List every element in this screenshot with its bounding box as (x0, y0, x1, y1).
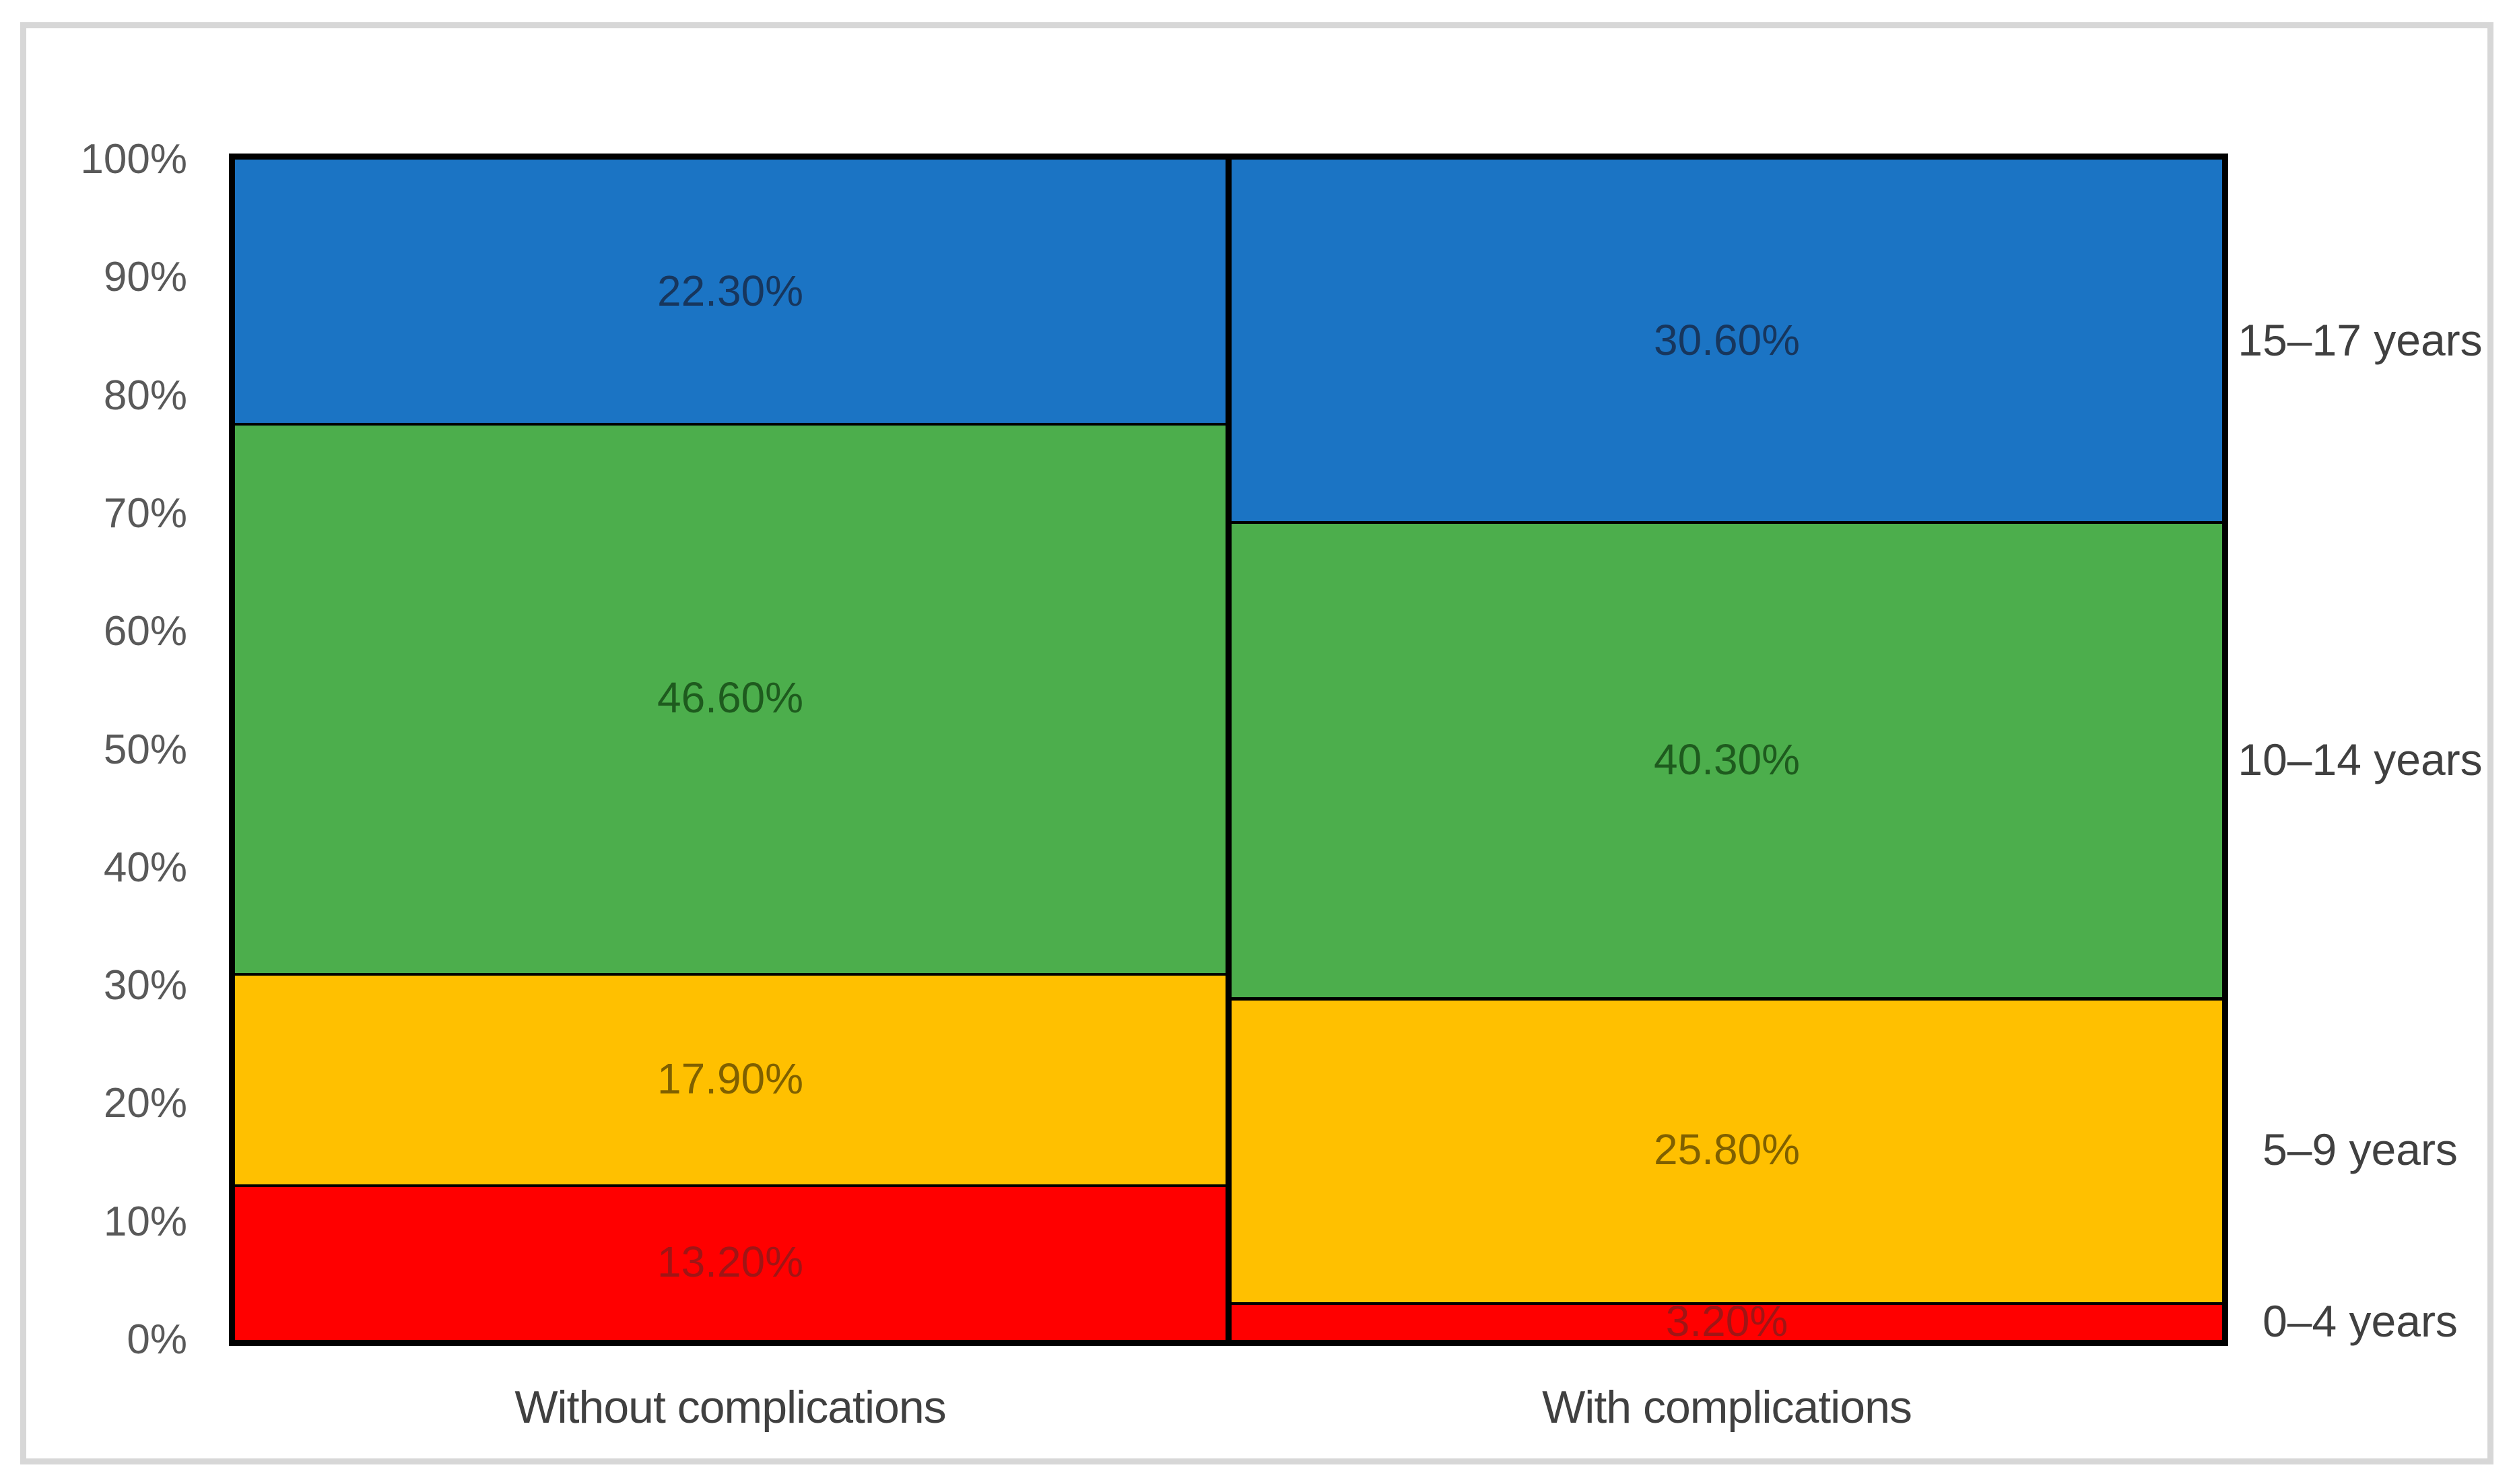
bar-column-inner (1232, 160, 2222, 1340)
category-label: Without complications (514, 1382, 946, 1433)
y-axis-tick-label: 100% (80, 136, 187, 182)
bar-column (1226, 154, 2228, 1346)
y-axis-tick-label: 70% (103, 490, 187, 537)
data-label: 22.30% (657, 267, 804, 316)
data-label: 3.20% (1665, 1296, 1788, 1345)
bar-segment (235, 1184, 1226, 1340)
bar-segment (1232, 1302, 2222, 1340)
y-axis-tick-label: 40% (103, 844, 187, 891)
age-group-label: 5–9 years (2263, 1124, 2458, 1175)
bar-segment (235, 972, 1226, 1184)
data-label: 46.60% (657, 673, 804, 722)
y-axis-tick-label: 10% (103, 1198, 187, 1245)
bar-segment (1232, 997, 2222, 1302)
age-group-label: 10–14 years (2238, 734, 2483, 784)
data-label: 17.90% (657, 1054, 804, 1103)
bar-segment (235, 160, 1226, 423)
bar-segment (1232, 520, 2222, 998)
y-axis-tick-label: 90% (103, 254, 187, 301)
data-label: 13.20% (657, 1238, 804, 1287)
y-axis-tick-label: 50% (103, 726, 187, 773)
bar-segment (1232, 160, 2222, 521)
category-label: With complications (1542, 1382, 1912, 1433)
data-label: 40.30% (1653, 735, 1801, 784)
age-group-label: 15–17 years (2238, 315, 2483, 366)
bar-column (229, 154, 1232, 1346)
age-group-label: 0–4 years (2263, 1295, 2458, 1346)
y-axis-tick-label: 0% (127, 1316, 187, 1363)
y-axis-tick-label: 60% (103, 608, 187, 655)
data-label: 30.60% (1653, 316, 1801, 365)
y-axis-tick-label: 30% (103, 962, 187, 1009)
data-label: 25.80% (1653, 1125, 1801, 1174)
bar-column-inner (235, 160, 1226, 1340)
y-axis-tick-label: 80% (103, 372, 187, 419)
y-axis-tick-label: 20% (103, 1080, 187, 1127)
bar-segment (235, 422, 1226, 973)
